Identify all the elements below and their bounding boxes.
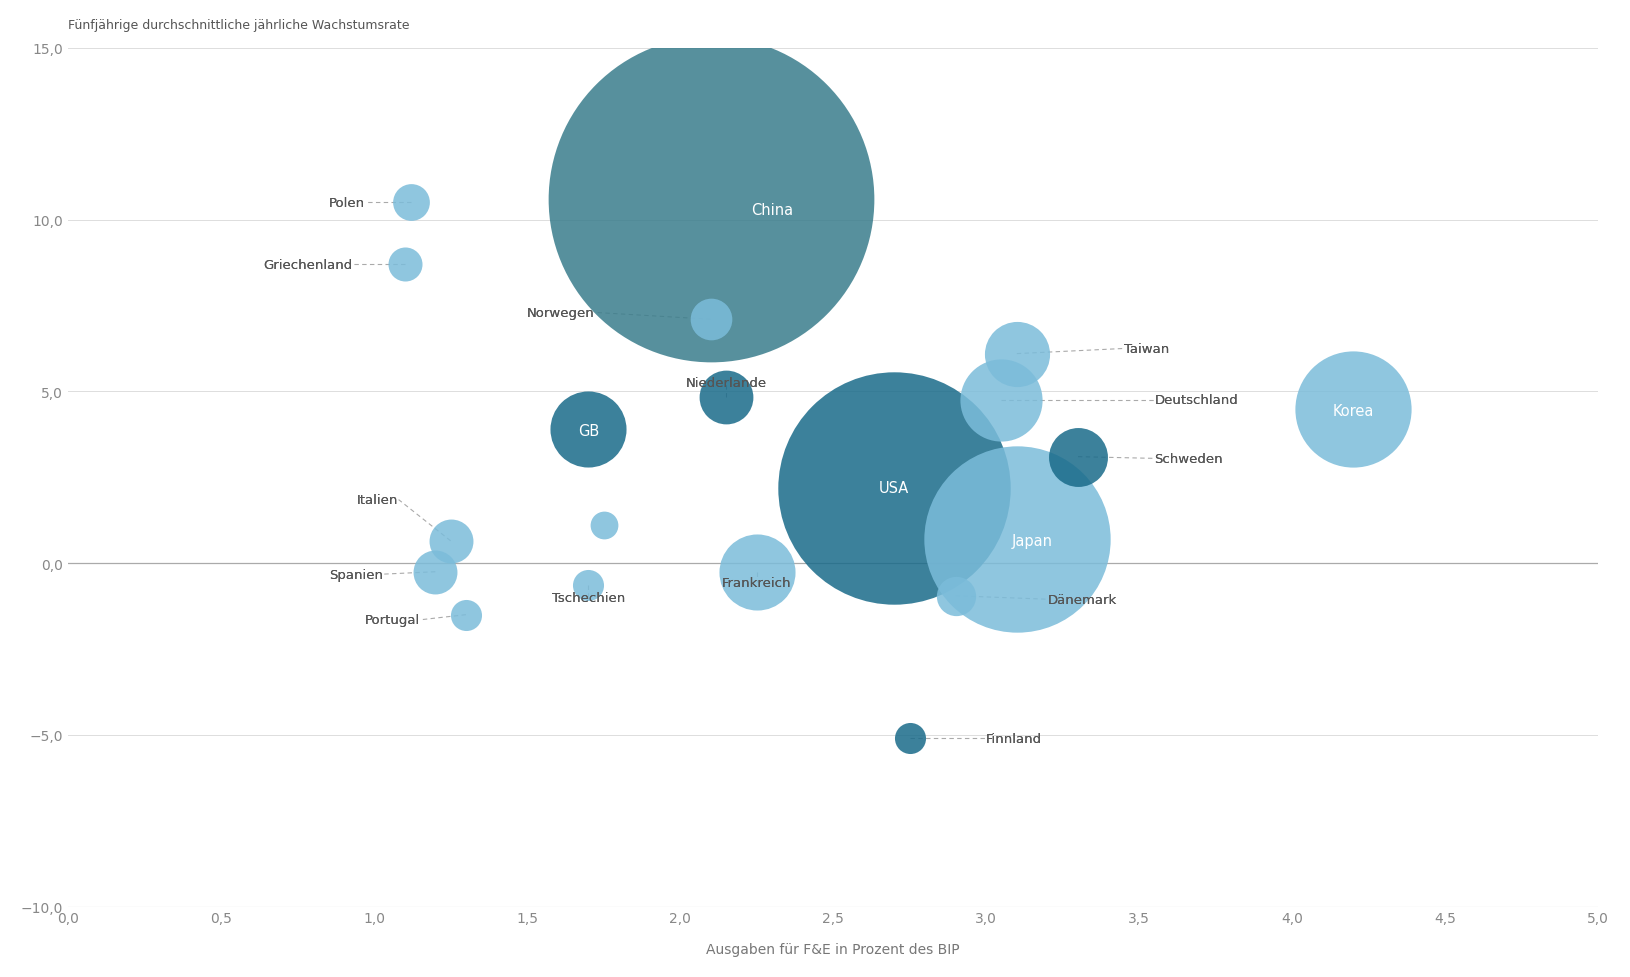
Text: Frankreich: Frankreich	[722, 576, 792, 589]
Point	[398, 195, 424, 211]
Point	[391, 257, 417, 273]
Text: Norwegen: Norwegen	[526, 307, 595, 319]
Point	[897, 731, 923, 746]
Text: Taiwan: Taiwan	[1123, 343, 1169, 356]
Point	[743, 565, 769, 580]
Text: Tschechien: Tschechien	[551, 591, 624, 605]
Text: Dänemark: Dänemark	[1048, 593, 1117, 606]
Point	[590, 518, 616, 533]
Text: Polen: Polen	[329, 196, 365, 210]
Point	[882, 481, 908, 496]
Point	[1340, 402, 1366, 417]
Text: Schweden: Schweden	[1154, 452, 1222, 465]
Point	[453, 608, 479, 623]
Text: USA: USA	[879, 481, 910, 495]
Point	[575, 422, 601, 438]
Point	[422, 565, 448, 580]
Text: Italien: Italien	[357, 493, 399, 507]
Text: Fünfjährige durchschnittliche jährliche Wachstumsrate: Fünfjährige durchschnittliche jährliche …	[68, 19, 409, 31]
Point	[1004, 347, 1030, 362]
Text: Italien: Italien	[357, 493, 399, 507]
Point	[1064, 449, 1090, 465]
Text: Frankreich: Frankreich	[722, 576, 792, 589]
Text: Deutschland: Deutschland	[1154, 394, 1239, 407]
Point	[1004, 531, 1030, 547]
Text: Norwegen: Norwegen	[526, 307, 595, 319]
Text: Niederlande: Niederlande	[686, 377, 766, 390]
Point	[988, 393, 1014, 408]
Text: Griechenland: Griechenland	[264, 259, 352, 272]
Text: GB: GB	[577, 424, 598, 439]
Text: Finnland: Finnland	[986, 732, 1042, 745]
Point	[942, 588, 968, 604]
Text: Korea: Korea	[1333, 404, 1374, 418]
Text: Tschechien: Tschechien	[551, 591, 624, 605]
Text: Griechenland: Griechenland	[264, 259, 352, 272]
Text: Schweden: Schweden	[1154, 452, 1222, 465]
Text: Spanien: Spanien	[329, 568, 383, 581]
X-axis label: Ausgaben für F&E in Prozent des BIP: Ausgaben für F&E in Prozent des BIP	[706, 942, 960, 956]
Text: Deutschland: Deutschland	[1154, 394, 1239, 407]
Point	[575, 578, 601, 594]
Point	[698, 312, 724, 327]
Text: Portugal: Portugal	[365, 614, 421, 626]
Text: Finnland: Finnland	[986, 732, 1042, 745]
Text: Portugal: Portugal	[365, 614, 421, 626]
Text: China: China	[751, 202, 794, 218]
Point	[437, 533, 463, 549]
Text: Taiwan: Taiwan	[1123, 343, 1169, 356]
Point	[712, 389, 738, 404]
Text: Spanien: Spanien	[329, 568, 383, 581]
Text: Polen: Polen	[329, 196, 365, 210]
Text: Japan: Japan	[1012, 533, 1053, 549]
Text: Niederlande: Niederlande	[686, 377, 766, 390]
Point	[698, 192, 724, 208]
Text: Dänemark: Dänemark	[1048, 593, 1117, 606]
